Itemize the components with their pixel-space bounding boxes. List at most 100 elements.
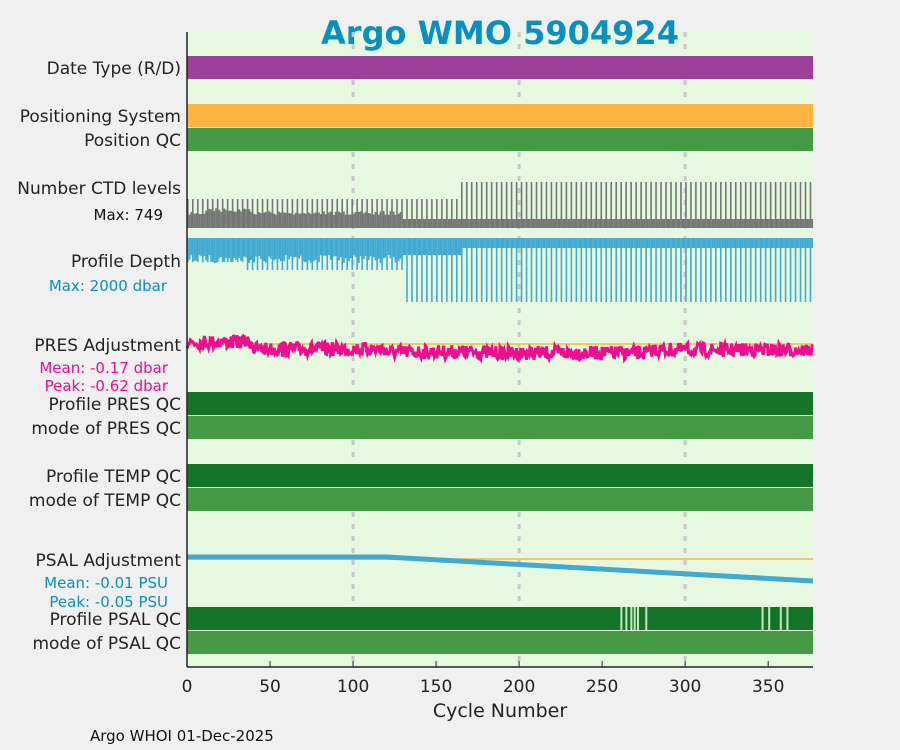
depth-bar [253, 238, 256, 263]
depth-bar [595, 238, 598, 248]
ctd-bar [246, 209, 249, 228]
ctd-bar [324, 214, 327, 228]
depth-spike [441, 255, 443, 302]
ctd-spike [291, 199, 294, 212]
ctd-spike [495, 182, 498, 219]
ctd-bar [582, 219, 584, 228]
ctd-bar [636, 219, 639, 228]
pres-adjustment-line [185, 333, 814, 365]
depth-spike [426, 255, 428, 302]
depth-bar [426, 238, 428, 255]
depth-bar [367, 238, 370, 260]
depth-spike [590, 248, 593, 302]
depth-bar [537, 238, 540, 248]
band-11 [187, 607, 813, 630]
ctd-bar [776, 219, 779, 228]
ctd-bar [346, 214, 349, 228]
ctd-bar [304, 213, 307, 228]
depth-bar [331, 238, 334, 263]
ctd-bar [748, 219, 750, 228]
depth-bar [208, 238, 211, 256]
depth-spike [391, 255, 393, 270]
ctd-bar [251, 210, 254, 228]
ctd-spike [680, 182, 682, 219]
depth-bar [514, 238, 516, 248]
depth-bar [683, 238, 686, 248]
ctd-bar [612, 219, 614, 228]
ctd-spike [386, 199, 388, 214]
depth-bar [578, 238, 581, 248]
ctd-spike [670, 182, 672, 219]
depth-bar [570, 238, 573, 248]
ctd-bar [623, 219, 626, 228]
ctd-bar [668, 219, 671, 228]
depth-spike [560, 248, 563, 302]
depth-bar [278, 238, 281, 260]
depth-bar [381, 238, 383, 256]
band-12 [187, 631, 813, 654]
depth-spike [470, 248, 473, 302]
ctd-bar [547, 219, 550, 228]
depth-bar [452, 238, 455, 255]
ctd-bar [351, 214, 354, 228]
depth-bar [441, 238, 443, 255]
depth-bar [397, 238, 400, 262]
ctd-spike [575, 182, 578, 219]
ctd-bar [489, 219, 491, 228]
depth-spike [356, 261, 358, 270]
depth-bar [620, 238, 623, 248]
ctd-bar [432, 219, 435, 228]
depth-bar [633, 238, 636, 248]
ctd-bar [240, 211, 242, 228]
ctd-bar [663, 219, 666, 228]
ctd-bar [402, 219, 405, 228]
depth-bar [442, 238, 445, 255]
ctd-bar [603, 219, 606, 228]
depth-bar [585, 238, 588, 248]
ctd-bar [372, 214, 375, 228]
ctd-bar [661, 219, 664, 228]
ctd-bar [225, 210, 227, 228]
ctd-bar [739, 219, 742, 228]
depth-bar [751, 238, 754, 248]
depth-bar [607, 238, 609, 248]
depth-bar [492, 238, 495, 248]
depth-spike [784, 248, 787, 302]
ctd-bar [196, 212, 199, 228]
depth-bar [499, 238, 501, 248]
ctd-bar [598, 219, 601, 228]
depth-spike [759, 248, 762, 302]
ctd-bar [230, 210, 232, 228]
ctd-spike [545, 182, 548, 219]
depth-bar [338, 238, 340, 261]
row-label: mode of PRES QC [31, 419, 181, 439]
depth-spike [510, 248, 513, 302]
depth-bar [226, 238, 229, 257]
depth-bar [494, 238, 496, 248]
depth-spike [774, 248, 777, 302]
depth-bar [665, 238, 667, 248]
depth-bar [303, 238, 305, 262]
depth-bar [490, 238, 493, 248]
depth-bar [427, 238, 430, 255]
depth-bar [666, 238, 669, 248]
depth-spike [460, 248, 463, 302]
ctd-spike [251, 199, 254, 211]
row-label: Profile TEMP QC [46, 467, 181, 487]
depth-bar [766, 238, 769, 248]
depth-bar [520, 238, 523, 248]
depth-spike [804, 248, 807, 302]
depth-bar [771, 238, 774, 248]
depth-bar [404, 238, 407, 255]
depth-bar [553, 238, 556, 248]
ctd-bar [537, 219, 540, 228]
depth-bar [655, 238, 657, 248]
ctd-bar [273, 213, 276, 228]
ctd-bar [283, 212, 286, 228]
ctd-bar [333, 214, 335, 228]
ctd-spike [675, 182, 677, 219]
ctd-bar [421, 219, 423, 228]
depth-bar [510, 238, 513, 248]
ctd-bar [451, 219, 453, 228]
